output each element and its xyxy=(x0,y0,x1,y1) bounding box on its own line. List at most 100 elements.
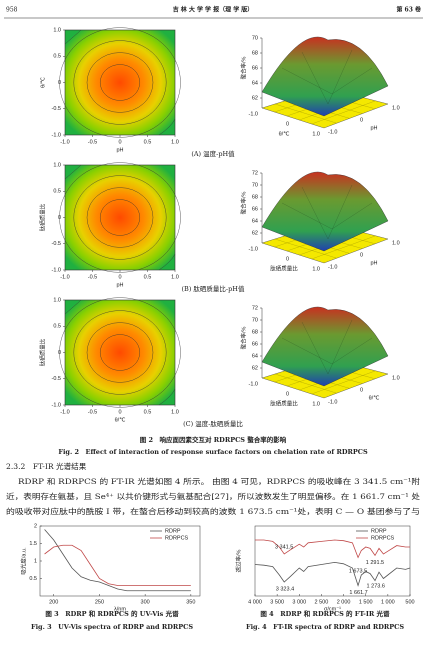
floor-tick-label: -1.0 xyxy=(249,111,258,117)
annotation: 1 673.5 xyxy=(349,568,367,574)
volume: 第 63 卷 xyxy=(395,6,422,14)
legend-label: RDRP xyxy=(165,528,181,534)
floor-tick-label: 1.0 xyxy=(392,240,400,246)
x-tick-label: -1.0 xyxy=(60,409,69,415)
contour-map xyxy=(65,300,175,405)
x-tick-label: -0.5 xyxy=(88,274,97,280)
y-tick-label: 0.5 xyxy=(29,576,37,582)
x-axis-label: pH xyxy=(116,282,123,288)
panel-caption: (A) 温度-pH值 xyxy=(191,149,235,158)
annotation: 1 291.5 xyxy=(366,560,384,566)
annotation: 3 323.4 xyxy=(276,586,294,592)
x-tick-label: 0.5 xyxy=(144,139,152,145)
x-axis-label: λ/nm xyxy=(114,606,126,612)
x-tick-label: 1 000 xyxy=(381,599,395,605)
y-tick-label: -0.5 xyxy=(52,106,61,112)
y-tick-label: 0 xyxy=(58,80,61,86)
figure-caption-en: Fig. 3 UV-Vis spectra of RDRP and RDRPCS xyxy=(31,623,193,631)
z-axis-label: 螯合率/% xyxy=(239,56,247,79)
floor-tick-label: 1.0 xyxy=(392,105,400,111)
z-tick-label: 72 xyxy=(252,305,258,311)
floor-tick-label: -1.0 xyxy=(249,381,258,387)
z-tick-label: 70 xyxy=(252,35,258,41)
floor-tick-label: -1.0 xyxy=(328,399,337,405)
floor-tick-label: 0 xyxy=(286,391,289,397)
z-tick-label: 68 xyxy=(252,50,258,56)
annotation: 1 661.7 xyxy=(349,590,367,596)
floor-axis-label: 肽硒质量比 xyxy=(270,264,298,272)
z-tick-label: 62 xyxy=(252,230,258,236)
z-axis-label: 螯合率/% xyxy=(239,326,247,349)
x-tick-label: 1.0 xyxy=(171,409,179,415)
z-tick-label: 66 xyxy=(252,65,258,71)
y-tick-label: -1.0 xyxy=(52,132,61,138)
y-tick-label: 0.5 xyxy=(53,189,61,195)
z-tick-label: 70 xyxy=(252,182,258,188)
x-tick-label: 350 xyxy=(186,599,195,605)
legend-label: RDRPCS xyxy=(371,535,395,541)
z-tick-label: 62 xyxy=(252,95,258,101)
floor-axis-label: θ/℃ xyxy=(279,131,291,137)
y-axis-label: θ/℃ xyxy=(40,76,46,88)
floor-tick-label: 1.0 xyxy=(312,266,320,272)
y-tick-label: 0.5 xyxy=(53,324,61,330)
floor-axis-label: 肽硒质量比 xyxy=(270,399,298,407)
z-axis-label: 螯合率/% xyxy=(239,191,247,214)
floor-tick-label: 0 xyxy=(286,256,289,262)
page-number: 958 xyxy=(6,7,18,14)
x-tick-label: -0.5 xyxy=(88,409,97,415)
contour-map xyxy=(65,165,175,270)
x-axis-label: pH xyxy=(116,147,123,153)
section-heading: 2.3.2 FT-IR 光谱结果 xyxy=(6,461,87,471)
y-tick-label: -0.5 xyxy=(52,376,61,382)
floor-tick-label: 0 xyxy=(360,117,363,123)
panel-caption: (C) 温度-肽硒质量比 xyxy=(183,419,243,428)
y-axis-label: 吸光度/a.u. xyxy=(19,547,27,575)
y-axis-label: 肽硒质量比 xyxy=(38,338,46,366)
x-tick-label: 300 xyxy=(141,599,150,605)
paragraph-line: RDRP 和 RDRPCS 的 FT-IR 光谱如图 4 所示。 由图 4 可见… xyxy=(18,476,420,486)
x-tick-label: -0.5 xyxy=(88,139,97,145)
floor-axis-label: pH xyxy=(370,260,377,266)
x-tick-label: 2 000 xyxy=(337,599,351,605)
figure-title: 图 2 响应面因素交互对 RDRPCS 螯合率的影响 xyxy=(140,435,287,444)
journal-title: 吉 林 大 学 学 报（理 学 版） xyxy=(173,6,254,14)
annotation: 1 273.6 xyxy=(367,584,385,590)
z-tick-label: 66 xyxy=(252,206,258,212)
x-tick-label: 0.5 xyxy=(144,409,152,415)
z-tick-label: 66 xyxy=(252,341,258,347)
figure-caption: 图 3 RDRP 和 RDRPCS 的 UV-Vis 光谱 xyxy=(45,609,179,618)
x-tick-label: 0 xyxy=(118,409,121,415)
y-tick-label: 1.5 xyxy=(29,541,37,547)
paragraph-line: 的吸收带对应肽中的酰胺 Ⅰ 带，在螯合后移动到较高的波数 1 673.5 cm⁻… xyxy=(6,506,420,516)
x-tick-label: 0 xyxy=(118,139,121,145)
x-axis-label: θ/℃ xyxy=(115,417,127,423)
y-tick-label: -1.0 xyxy=(52,267,61,273)
y-axis-label: 透过率/% xyxy=(234,549,242,572)
x-tick-label: -1.0 xyxy=(60,274,69,280)
y-axis-label: 肽硒质量比 xyxy=(38,203,46,231)
annotation: 3 341.5 xyxy=(275,544,293,550)
y-tick-label: -1.0 xyxy=(52,402,61,408)
x-tick-label: -1.0 xyxy=(60,139,69,145)
x-tick-label: 0.5 xyxy=(144,274,152,280)
y-tick-label: 0 xyxy=(58,350,61,356)
floor-tick-label: 0 xyxy=(286,121,289,127)
floor-tick-label: 1.0 xyxy=(312,401,320,407)
x-tick-label: 1.0 xyxy=(171,274,179,280)
x-tick-label: 1.0 xyxy=(171,139,179,145)
floor-tick-label: -1.0 xyxy=(328,264,337,270)
floor-axis-label: pH xyxy=(370,125,377,131)
x-tick-label: 3 500 xyxy=(270,599,284,605)
z-tick-label: 62 xyxy=(252,365,258,371)
floor-axis-label: θ/℃ xyxy=(369,395,381,401)
y-tick-label: 2 xyxy=(34,523,37,529)
series-line xyxy=(45,545,191,585)
y-tick-label: 0.5 xyxy=(53,54,61,60)
x-tick-label: 3 000 xyxy=(292,599,306,605)
x-tick-label: 500 xyxy=(405,599,414,605)
contour-map xyxy=(65,30,175,135)
y-tick-label: 0 xyxy=(58,215,61,221)
paragraph-line: 近，表明存在氨基，且 Se⁴⁺ 以共价键形式与氨基配合[27]，所以波数发生了明… xyxy=(6,491,420,501)
floor-tick-label: 1.0 xyxy=(312,131,320,137)
